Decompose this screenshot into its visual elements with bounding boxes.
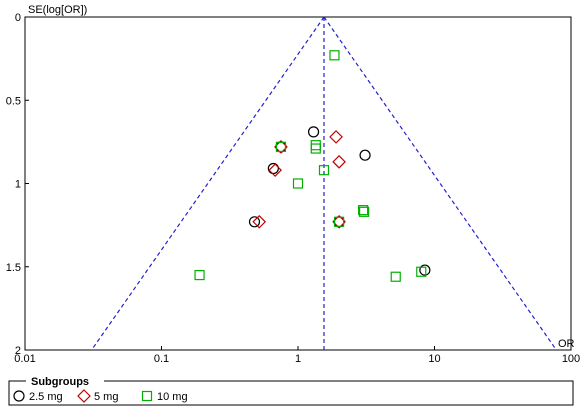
data-point-circle [267, 162, 279, 175]
data-point-square [292, 178, 304, 189]
legend-marker-circle [13, 390, 25, 402]
y-tick-label: 1 [15, 179, 21, 191]
legend: Subgroups 2.5 mg 5 mg 10 mg [8, 374, 574, 406]
data-point-circle [275, 141, 287, 153]
legend-title: Subgroups [31, 376, 89, 388]
legend-label: 10 mg [157, 391, 188, 403]
data-points [194, 50, 431, 282]
x-tick-label: 0.1 [154, 353, 169, 365]
axis-ticks: 0.01 0.1 1 10 100 0 0.5 1 1.5 2 [6, 12, 580, 365]
x-tick-label: 1 [295, 353, 301, 365]
legend-title-backdrop [26, 374, 104, 386]
data-point-square [310, 143, 321, 154]
x-tick-label: 10 [428, 353, 440, 365]
plot-frame [24, 16, 572, 351]
legend-entries: 2.5 mg 5 mg 10 mg [13, 389, 188, 403]
data-point-square [275, 141, 287, 152]
data-point-square [318, 165, 330, 176]
funnel-right-limit [323, 16, 557, 351]
y-tick-label: 1.5 [6, 262, 21, 274]
data-point-circle [359, 149, 371, 161]
series-square [194, 50, 427, 282]
x-tick-label: 100 [562, 353, 580, 365]
legend-marker-square [141, 390, 153, 402]
data-point-diamond [268, 163, 282, 178]
data-point-square [358, 205, 369, 216]
data-point-diamond [332, 155, 346, 169]
y-axis-title: SE(log[OR]) [28, 4, 87, 16]
data-point-square [194, 269, 205, 281]
x-axis-title: OR [558, 338, 575, 350]
legend-frame [8, 380, 574, 406]
legend-label: 2.5 mg [29, 391, 63, 403]
data-point-square [390, 271, 401, 282]
legend-label: 5 mg [94, 391, 118, 403]
data-point-circle [248, 216, 261, 228]
funnel-left-limit [91, 16, 325, 351]
y-tick-label: 0.5 [6, 95, 21, 107]
data-point-circle [419, 264, 431, 276]
data-point-circle [333, 216, 345, 228]
data-point-square [333, 216, 345, 227]
y-tick-label: 0 [15, 12, 21, 24]
funnel-limits [91, 16, 557, 351]
data-point-square [416, 266, 427, 277]
x-tick-label: 0.01 [14, 353, 35, 365]
data-point-circle [307, 126, 320, 138]
data-point-diamond [252, 214, 267, 229]
data-point-square [310, 140, 321, 151]
data-point-square [329, 50, 340, 61]
data-point-square [359, 206, 370, 217]
y-tick-label: 2 [15, 345, 21, 357]
data-point-diamond [329, 130, 343, 144]
legend-marker-diamond [77, 389, 91, 403]
